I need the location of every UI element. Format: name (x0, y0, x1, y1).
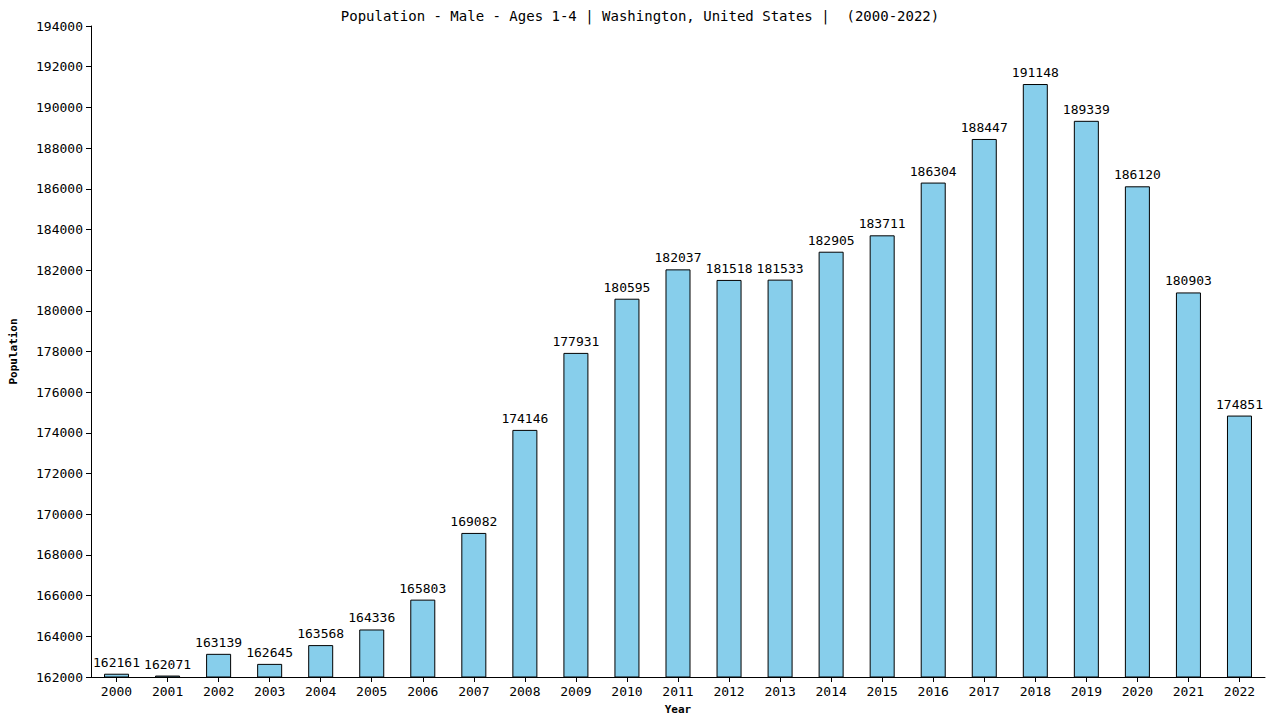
svg-text:180595: 180595 (603, 280, 650, 295)
svg-text:2015: 2015 (867, 684, 898, 699)
svg-text:182905: 182905 (808, 233, 855, 248)
svg-text:Population: Population (7, 318, 20, 384)
svg-text:2003: 2003 (254, 684, 285, 699)
svg-text:181518: 181518 (706, 261, 753, 276)
svg-text:182000: 182000 (36, 263, 83, 278)
svg-text:2011: 2011 (662, 684, 693, 699)
svg-text:2020: 2020 (1122, 684, 1153, 699)
svg-text:164336: 164336 (348, 610, 395, 625)
svg-text:2016: 2016 (918, 684, 949, 699)
svg-text:170000: 170000 (36, 507, 83, 522)
svg-text:2010: 2010 (611, 684, 642, 699)
svg-text:186000: 186000 (36, 181, 83, 196)
svg-text:163139: 163139 (195, 635, 242, 650)
svg-text:2006: 2006 (407, 684, 438, 699)
svg-text:186120: 186120 (1114, 167, 1161, 182)
svg-text:162645: 162645 (246, 645, 293, 660)
svg-text:183711: 183711 (859, 216, 906, 231)
svg-text:162161: 162161 (93, 655, 140, 670)
svg-text:190000: 190000 (36, 100, 83, 115)
svg-text:174851: 174851 (1216, 397, 1263, 412)
svg-text:188447: 188447 (961, 120, 1008, 135)
svg-text:162000: 162000 (36, 670, 83, 685)
svg-text:162071: 162071 (144, 657, 191, 672)
svg-text:Year: Year (665, 703, 692, 716)
svg-text:2013: 2013 (764, 684, 795, 699)
svg-text:2007: 2007 (458, 684, 489, 699)
svg-text:165803: 165803 (399, 581, 446, 596)
svg-text:191148: 191148 (1012, 65, 1059, 80)
svg-text:178000: 178000 (36, 344, 83, 359)
svg-text:177931: 177931 (552, 334, 599, 349)
svg-text:174146: 174146 (501, 411, 548, 426)
svg-text:169082: 169082 (450, 514, 497, 529)
svg-text:192000: 192000 (36, 59, 83, 74)
svg-text:180000: 180000 (36, 303, 83, 318)
svg-text:184000: 184000 (36, 222, 83, 237)
svg-text:2001: 2001 (152, 684, 183, 699)
svg-text:176000: 176000 (36, 385, 83, 400)
svg-text:2004: 2004 (305, 684, 336, 699)
svg-text:188000: 188000 (36, 141, 83, 156)
svg-text:181533: 181533 (757, 261, 804, 276)
svg-text:189339: 189339 (1063, 102, 1110, 117)
svg-text:Population - Male - Ages 1-4 |: Population - Male - Ages 1-4 | Washingto… (341, 8, 939, 25)
svg-text:2022: 2022 (1224, 684, 1255, 699)
svg-text:163568: 163568 (297, 626, 344, 641)
svg-text:2005: 2005 (356, 684, 387, 699)
svg-text:2008: 2008 (509, 684, 540, 699)
svg-text:2000: 2000 (101, 684, 132, 699)
svg-text:2019: 2019 (1071, 684, 1102, 699)
svg-text:2017: 2017 (969, 684, 1000, 699)
svg-text:166000: 166000 (36, 588, 83, 603)
svg-text:164000: 164000 (36, 629, 83, 644)
svg-text:2012: 2012 (713, 684, 744, 699)
svg-text:2018: 2018 (1020, 684, 1051, 699)
svg-text:174000: 174000 (36, 425, 83, 440)
svg-text:2021: 2021 (1173, 684, 1204, 699)
svg-text:182037: 182037 (655, 250, 702, 265)
svg-text:2002: 2002 (203, 684, 234, 699)
svg-text:2014: 2014 (815, 684, 846, 699)
svg-text:180903: 180903 (1165, 273, 1212, 288)
svg-text:186304: 186304 (910, 164, 957, 179)
svg-text:168000: 168000 (36, 547, 83, 562)
svg-text:194000: 194000 (36, 19, 83, 34)
svg-text:2009: 2009 (560, 684, 591, 699)
svg-text:172000: 172000 (36, 466, 83, 481)
